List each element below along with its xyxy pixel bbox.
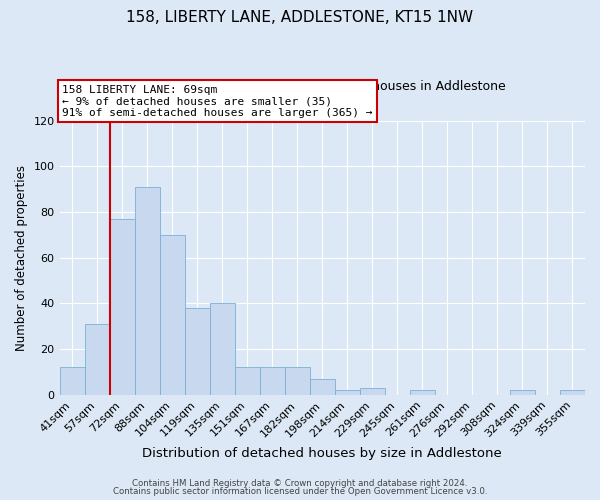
Bar bbox=[134, 187, 160, 395]
Bar bbox=[410, 390, 435, 395]
Bar bbox=[185, 308, 209, 395]
Bar bbox=[85, 324, 110, 395]
Bar bbox=[285, 368, 310, 395]
Bar bbox=[209, 304, 235, 395]
Bar bbox=[560, 390, 585, 395]
Bar bbox=[260, 368, 285, 395]
Bar bbox=[360, 388, 385, 395]
Text: 158, LIBERTY LANE, ADDLESTONE, KT15 1NW: 158, LIBERTY LANE, ADDLESTONE, KT15 1NW bbox=[127, 10, 473, 25]
Bar bbox=[160, 235, 185, 395]
Text: 158 LIBERTY LANE: 69sqm
← 9% of detached houses are smaller (35)
91% of semi-det: 158 LIBERTY LANE: 69sqm ← 9% of detached… bbox=[62, 84, 373, 118]
Bar bbox=[335, 390, 360, 395]
Y-axis label: Number of detached properties: Number of detached properties bbox=[15, 164, 28, 350]
Bar bbox=[59, 368, 85, 395]
Bar bbox=[510, 390, 535, 395]
Bar bbox=[110, 219, 134, 395]
Text: Contains public sector information licensed under the Open Government Licence v3: Contains public sector information licen… bbox=[113, 487, 487, 496]
Bar bbox=[235, 368, 260, 395]
Title: Size of property relative to detached houses in Addlestone: Size of property relative to detached ho… bbox=[139, 80, 506, 93]
Bar bbox=[310, 379, 335, 395]
X-axis label: Distribution of detached houses by size in Addlestone: Distribution of detached houses by size … bbox=[142, 447, 502, 460]
Text: Contains HM Land Registry data © Crown copyright and database right 2024.: Contains HM Land Registry data © Crown c… bbox=[132, 478, 468, 488]
